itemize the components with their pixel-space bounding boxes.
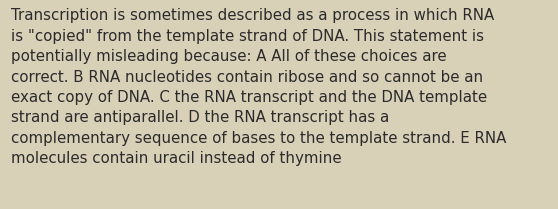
- Text: Transcription is sometimes described as a process in which RNA
is "copied" from : Transcription is sometimes described as …: [11, 8, 507, 166]
